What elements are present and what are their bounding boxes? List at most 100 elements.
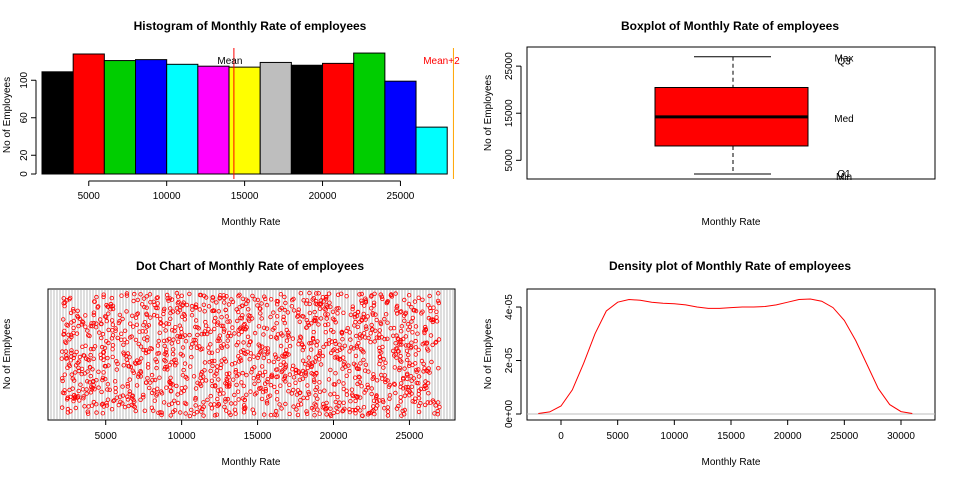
dotchart-point <box>125 381 130 387</box>
dotchart-point <box>412 299 418 304</box>
dotchart-point <box>405 357 410 363</box>
dotchart-point <box>232 331 237 336</box>
dotchart-point <box>416 409 422 415</box>
dotchart-point <box>77 398 82 403</box>
dotchart-point <box>363 298 369 303</box>
dotchart-point <box>198 409 204 414</box>
dotchart-point <box>162 357 167 363</box>
dotchart-point <box>230 325 235 330</box>
density-y-tick-label: 0e+00 <box>504 400 515 429</box>
dotchart-point <box>219 323 224 328</box>
dotchart-point <box>201 413 206 418</box>
dotchart-point <box>107 387 112 392</box>
dotchart-point <box>213 384 218 389</box>
dotchart-point <box>127 335 133 340</box>
dotchart-point <box>252 381 257 386</box>
dotchart-point <box>384 312 389 317</box>
dotchart-point <box>255 355 260 360</box>
dotchart-point <box>247 357 252 362</box>
dotchart-point <box>323 330 328 335</box>
dotchart-point <box>435 412 440 417</box>
dotchart-point <box>218 362 224 368</box>
dotchart-point <box>209 358 215 364</box>
dotchart-point <box>142 304 147 310</box>
dotchart-point <box>323 407 328 412</box>
dotchart-point <box>63 353 69 358</box>
dotchart-point <box>409 319 414 324</box>
dotchart-point <box>305 365 310 371</box>
dotchart-point <box>214 364 220 369</box>
density-x-tick-label: 30000 <box>887 431 915 442</box>
dotchart-point <box>110 322 116 327</box>
dotchart-point <box>256 324 262 329</box>
dotchart-point <box>303 361 308 367</box>
dotchart-point <box>246 343 251 348</box>
dotchart-point <box>105 397 111 402</box>
dotchart-point <box>202 309 207 314</box>
dotchart-point <box>77 316 83 322</box>
dotchart-point <box>436 366 441 371</box>
dotchart-point <box>421 361 426 367</box>
dotchart-point <box>69 348 74 353</box>
dotchart-point <box>65 410 71 415</box>
dotchart-point <box>313 355 318 360</box>
dotchart-point <box>298 398 303 403</box>
dotchart-point <box>246 318 252 323</box>
dotchart-point <box>262 381 268 386</box>
boxplot-stat-label: Min <box>836 172 852 183</box>
dotchart-point <box>119 293 124 298</box>
dotchart-point <box>388 326 393 331</box>
dotchart-point <box>393 341 398 346</box>
dotchart-point <box>324 316 329 321</box>
dotchart-point <box>370 376 375 381</box>
dotchart-point <box>166 321 171 327</box>
dotchart-point <box>379 294 384 299</box>
dotchart-point <box>435 298 441 304</box>
dotchart-point <box>416 403 422 409</box>
dotchart-point <box>126 364 131 369</box>
dotchart-point <box>115 361 120 366</box>
dotchart-point <box>92 299 97 304</box>
dotchart-point <box>216 377 221 382</box>
dotchart-point <box>278 383 283 388</box>
dotchart-point <box>311 329 316 335</box>
dotchart-point <box>88 323 93 329</box>
dotchart-point <box>402 393 408 398</box>
dotchart-point <box>68 358 74 363</box>
dotchart-point <box>289 304 294 309</box>
dotchart-point <box>130 324 136 329</box>
dotchart-point <box>320 353 326 359</box>
dotchart-point <box>309 340 314 346</box>
dotchart-point <box>149 372 155 378</box>
dotchart-point <box>358 361 363 366</box>
dotchart-point <box>122 328 128 333</box>
dotchart-point <box>184 302 190 308</box>
dotchart-point <box>88 390 94 395</box>
dotchart-point <box>429 359 434 365</box>
dotchart-point <box>167 296 172 301</box>
dotchart-point <box>291 387 296 393</box>
dotchart-point <box>68 310 74 316</box>
dotchart-point <box>373 395 379 400</box>
histogram-vline-label: Mean <box>217 56 242 67</box>
dotchart-point <box>129 313 135 318</box>
dotchart-point <box>325 322 331 327</box>
dotchart-point <box>416 391 421 397</box>
dotchart-point <box>235 389 241 394</box>
dotchart-point <box>358 395 363 400</box>
dotchart-point <box>148 315 153 320</box>
dotchart-point <box>174 383 179 389</box>
dotchart-point <box>225 396 231 402</box>
dotchart-point <box>259 396 265 402</box>
histogram-bar <box>41 71 74 175</box>
dotchart-point <box>169 341 174 346</box>
histogram-y-tick-label: 60 <box>19 112 30 124</box>
dotchart-point <box>359 298 364 303</box>
boxplot-y-axis-label: No of Employees <box>483 75 494 151</box>
dotchart-point <box>163 328 168 333</box>
dotchart-point <box>336 292 341 297</box>
dotchart-point <box>362 303 367 308</box>
density-frame <box>526 288 936 421</box>
dotchart-point <box>355 381 360 387</box>
dotchart-point <box>158 316 163 322</box>
